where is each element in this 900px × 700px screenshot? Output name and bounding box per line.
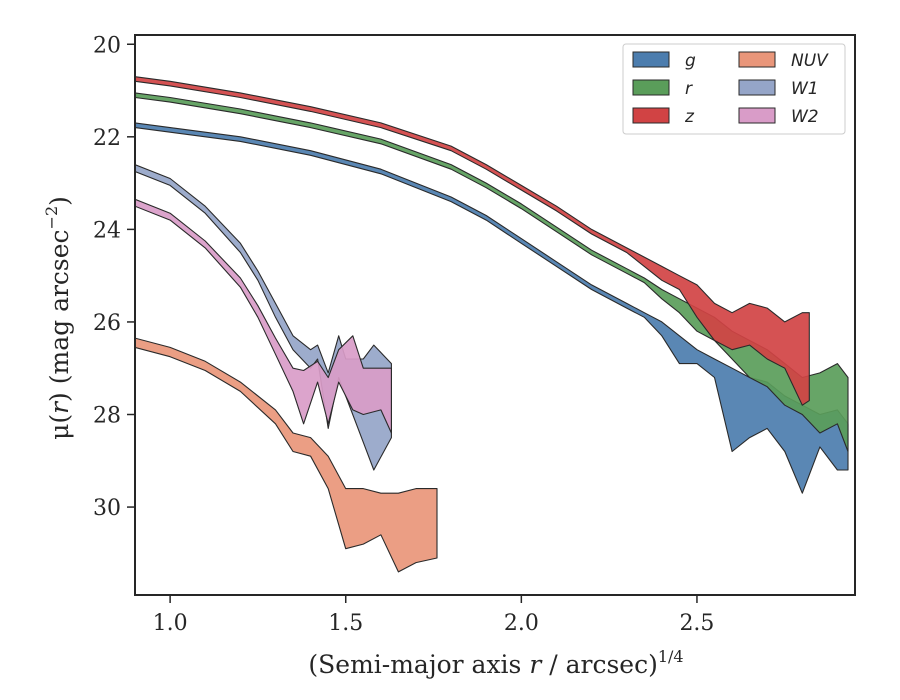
x-tick-label: 1.0	[153, 611, 188, 636]
y-tick-label: 22	[93, 126, 121, 151]
x-axis-label: (Semi-major axis r / arcsec)1/4	[308, 647, 683, 679]
y-tick-label: 26	[93, 311, 121, 336]
band-g	[135, 122, 849, 494]
y-tick-label: 30	[93, 496, 121, 521]
x-axis: 1.0 1.5 2.0 2.5	[153, 595, 714, 636]
band-nuv	[135, 337, 438, 573]
y-axis: 20 22 24 26 28 30	[93, 33, 135, 521]
legend-swatch-w1	[738, 79, 776, 96]
x-axis-label-exponent: 1/4	[658, 647, 684, 666]
y-axis-label-prefix: μ(	[45, 414, 74, 440]
legend-box	[622, 43, 846, 135]
legend-label-r: r	[685, 79, 693, 99]
legend-label-z: z	[684, 107, 695, 127]
x-axis-label-var: r	[529, 650, 543, 679]
plot-frame	[134, 34, 856, 596]
plot-border	[134, 34, 856, 596]
legend-label-g: g	[685, 51, 696, 71]
band-w2	[135, 198, 392, 434]
y-tick-label: 24	[93, 218, 121, 243]
x-axis-label-suffix: / arcsec)	[541, 650, 658, 679]
band-r	[135, 92, 849, 453]
profile-bands	[135, 76, 849, 573]
legend-swatch-w2	[738, 107, 776, 124]
y-axis-label: μ(r) (mag arcsec−2)	[42, 196, 74, 440]
x-tick-label: 2.5	[679, 611, 714, 636]
legend-swatch-z	[632, 107, 670, 124]
y-axis-label-exponent: −2	[42, 206, 61, 230]
legend-label-nuv: NUV	[791, 51, 829, 71]
y-axis-label-var: r	[45, 400, 74, 414]
legend-label-w2: W2	[791, 107, 819, 127]
x-tick-label: 2.0	[504, 611, 539, 636]
legend-swatch-nuv	[738, 51, 776, 68]
y-tick-label: 20	[93, 33, 121, 58]
legend-swatch-r	[632, 79, 670, 96]
legend-swatch-g	[632, 51, 670, 68]
x-tick-label: 1.5	[328, 611, 363, 636]
legend-label-w1: W1	[791, 79, 819, 99]
y-axis-label-suffix: ) (mag arcsec	[45, 229, 74, 402]
legend: grz NUV W1 W2	[622, 43, 846, 135]
band-z	[135, 76, 810, 406]
y-tick-label: 28	[93, 404, 121, 429]
y-axis-label-close: )	[45, 196, 74, 206]
band-layer	[135, 76, 849, 573]
x-axis-label-prefix: (Semi-major axis	[308, 650, 529, 679]
